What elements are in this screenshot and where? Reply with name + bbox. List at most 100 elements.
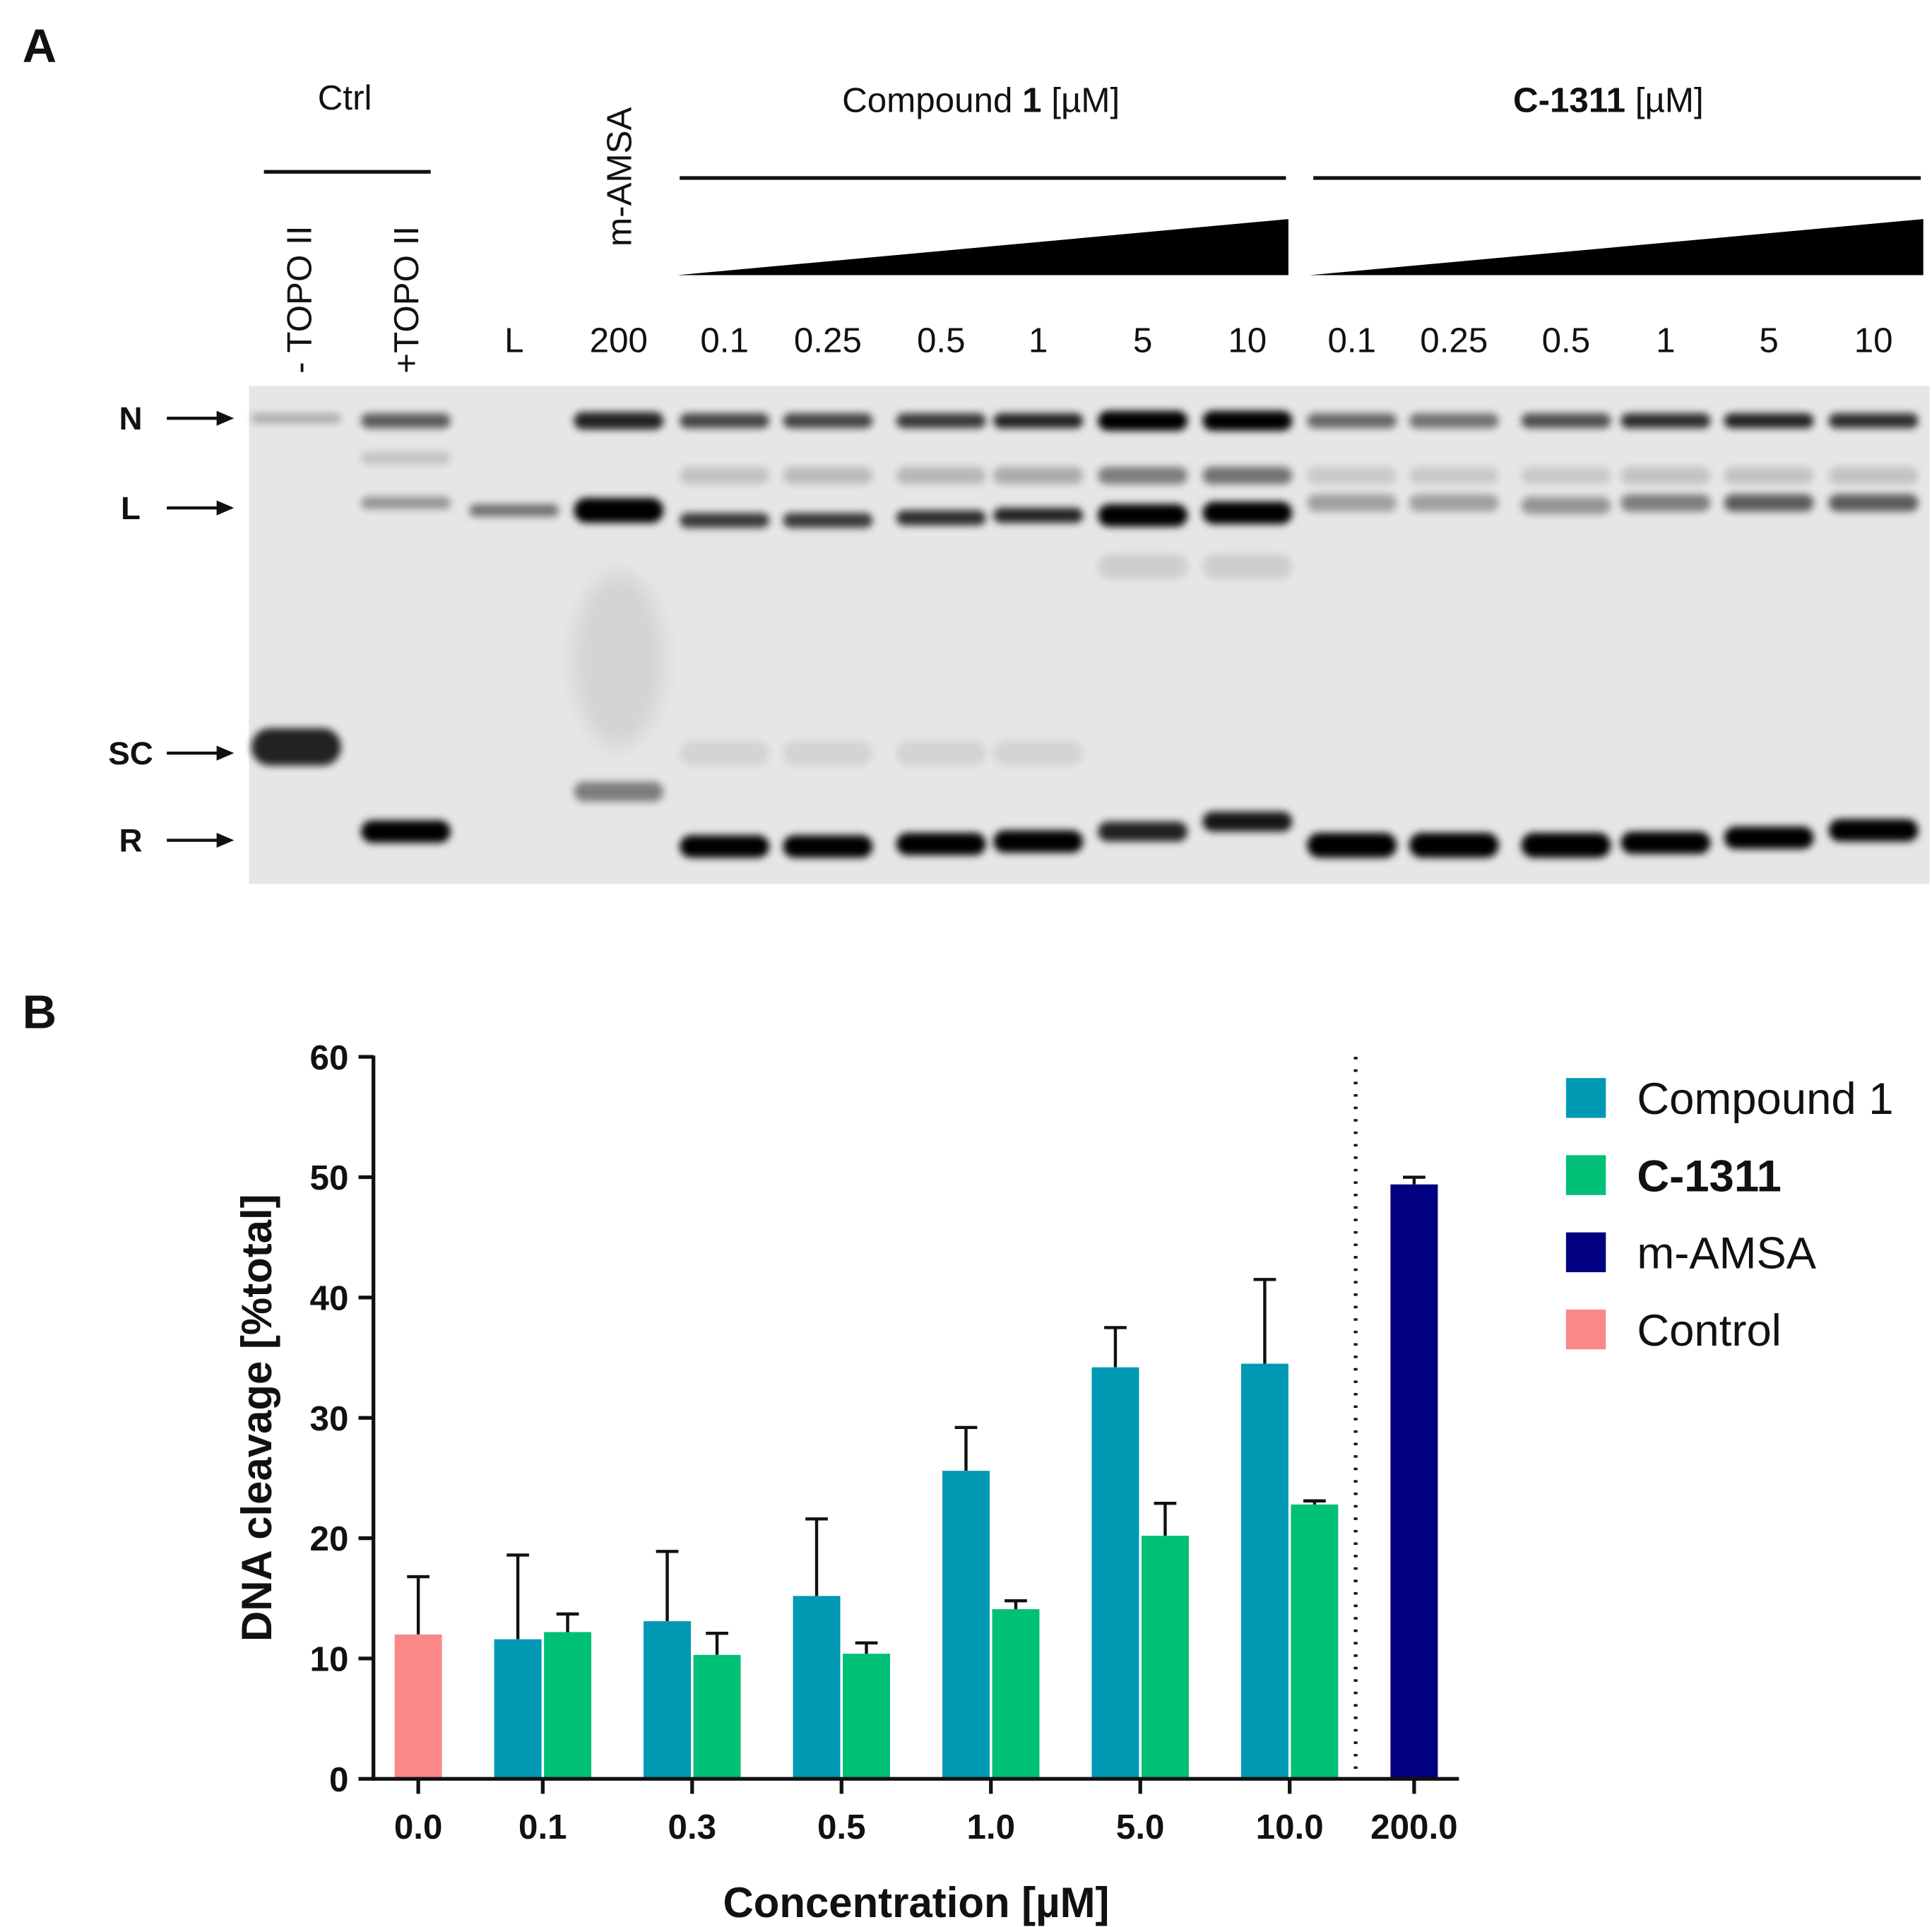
gel-band (993, 466, 1084, 485)
gel-band (993, 830, 1084, 853)
bar (1240, 1363, 1288, 1779)
lane-label: 200 (590, 321, 648, 360)
c1311-title: C-1311 [µM] (1513, 81, 1704, 120)
ctrl-label: Ctrl (318, 78, 372, 117)
error-bar (1303, 1499, 1326, 1505)
gel-band (993, 508, 1084, 523)
error-bar (1004, 1599, 1027, 1610)
legend-label: m-AMSA (1637, 1229, 1816, 1279)
gel-band (1828, 494, 1919, 512)
x-axis-title: Concentration [µM] (723, 1879, 1110, 1926)
gel-band (1620, 831, 1711, 854)
gel-band (680, 740, 770, 766)
gel-band (680, 413, 770, 429)
gel-band (783, 413, 873, 429)
gel-band (1307, 832, 1397, 858)
band-label: R (119, 822, 142, 858)
error-bar (656, 1550, 679, 1622)
gel-band (896, 466, 986, 485)
gel-band (1521, 466, 1611, 485)
error-bar (407, 1575, 429, 1635)
arrow-head (216, 500, 235, 516)
gel-band (783, 740, 873, 766)
gel-band (574, 412, 664, 429)
gel-band (251, 413, 341, 424)
bar (1141, 1536, 1189, 1779)
gel-band (574, 497, 664, 523)
band-label: N (119, 401, 142, 437)
gel-band (361, 413, 451, 429)
gel-band (680, 513, 770, 528)
gel-band (896, 740, 986, 766)
lane-label: m-AMSA (600, 107, 639, 247)
gel-band (361, 820, 451, 843)
gel-band (1724, 466, 1814, 485)
gel-band (1202, 554, 1293, 579)
error-bar (506, 1553, 529, 1640)
band-label: L (121, 490, 141, 526)
lane-label: 0.1 (1328, 321, 1377, 360)
panel-label: A (23, 20, 57, 73)
compound-title: Compound 1 [µM] (842, 81, 1120, 120)
y-tick-label: 40 (310, 1279, 349, 1317)
legend-swatch (1565, 1078, 1606, 1118)
legend-swatch (1565, 1155, 1606, 1195)
gel-band (469, 504, 559, 517)
gel-band (251, 728, 341, 766)
gel-band (1098, 466, 1188, 485)
lane-label: 0.25 (1420, 321, 1488, 360)
gel-band (1724, 413, 1814, 429)
bar (992, 1609, 1040, 1779)
x-tick-label: 200.0 (1370, 1808, 1457, 1846)
gel-band (1307, 494, 1397, 512)
gel-band (1620, 494, 1711, 512)
lane-label: 10 (1854, 321, 1893, 360)
x-tick-label: 0.5 (817, 1808, 866, 1846)
error-bar (1403, 1175, 1426, 1185)
bar (942, 1471, 990, 1779)
lane-label: 0.1 (700, 321, 749, 360)
bar (1091, 1367, 1139, 1779)
gel-band (896, 510, 986, 526)
gel-band (361, 451, 451, 465)
gel-image (249, 386, 1930, 884)
gel-band (783, 513, 873, 528)
y-axis-title: DNA cleavage [%total] (233, 1194, 280, 1642)
gel-band (574, 572, 664, 747)
legend-swatch (1565, 1309, 1606, 1350)
y-tick-label: 50 (310, 1158, 349, 1197)
gel-band (993, 740, 1084, 766)
gel-band (1521, 413, 1611, 429)
gel-band (1098, 822, 1188, 842)
plot: 0 10 20 30 40 50 60 0.0 0.1 0.3 0.5 1.0 5.0 10.0 200.0… (310, 1038, 1894, 1846)
lane-label: L (504, 321, 523, 360)
gel-band (1620, 466, 1711, 485)
lane-label: - TOPO II (280, 225, 319, 373)
error-bar (954, 1425, 978, 1471)
gel-band (574, 781, 664, 802)
error-bar (556, 1612, 579, 1632)
lane-label: 5 (1759, 321, 1778, 360)
y-tick-label: 20 (310, 1519, 349, 1558)
error-bar (1104, 1326, 1127, 1368)
x-tick-label: 10.0 (1256, 1808, 1324, 1846)
gel-band (1828, 819, 1919, 842)
gradient-wedge (1309, 219, 1924, 275)
arrow-head (216, 410, 235, 426)
lane-label: 10 (1228, 321, 1267, 360)
x-tick-label: 5.0 (1116, 1808, 1165, 1846)
y-tick-label: 60 (310, 1038, 349, 1077)
bar (644, 1621, 692, 1779)
gel-band (896, 413, 986, 429)
error-bar (805, 1517, 828, 1596)
gel-band (1202, 410, 1293, 431)
gel-band (680, 835, 770, 858)
y-tick-label: 30 (310, 1399, 349, 1438)
bar (1390, 1184, 1438, 1779)
lane-label: 0.5 (917, 321, 966, 360)
gel-band (1409, 466, 1499, 485)
gel-band (1202, 812, 1293, 832)
lane-labels: L 200 0.1 0.25 0.5 1 5 10 0.1 0.25 0.5 1 5 10 (504, 321, 1893, 360)
gel-band (1409, 832, 1499, 858)
